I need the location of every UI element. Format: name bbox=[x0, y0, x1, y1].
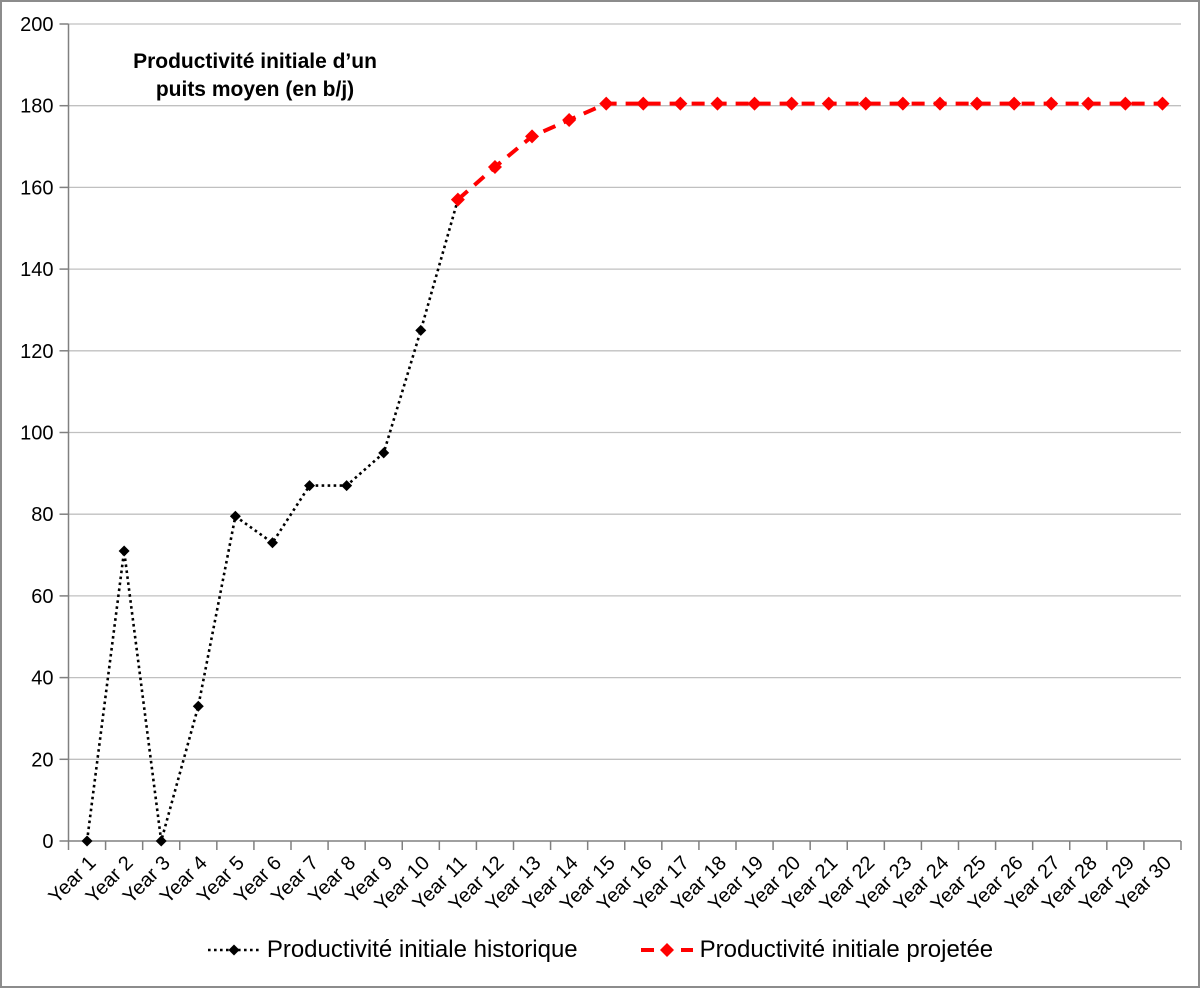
diamond-marker-icon bbox=[636, 96, 651, 111]
diamond-marker-icon bbox=[378, 447, 390, 459]
diamond-marker-icon bbox=[659, 943, 674, 957]
diamond-marker-icon bbox=[450, 192, 465, 207]
diamond-marker-icon bbox=[228, 944, 240, 956]
diamond-marker-icon bbox=[415, 324, 427, 336]
svg-text:80: 80 bbox=[31, 504, 53, 526]
diamond-marker-icon bbox=[1007, 96, 1022, 111]
legend-item-projetee: Productivité initiale projetée bbox=[640, 936, 994, 964]
diamond-marker-icon bbox=[1044, 96, 1059, 111]
svg-text:40: 40 bbox=[31, 668, 53, 690]
y-axis-labels: 0 20 40 60 80 100 120 140 160 180 200 bbox=[20, 14, 53, 853]
diamond-marker-icon bbox=[895, 96, 910, 111]
diamond-marker-icon bbox=[81, 835, 93, 847]
svg-text:0: 0 bbox=[42, 831, 53, 853]
diamond-marker-icon bbox=[525, 129, 540, 144]
diamond-marker-icon bbox=[747, 96, 762, 111]
legend-item-historique: Productivité initiale historique bbox=[207, 936, 578, 964]
diamond-marker-icon bbox=[599, 96, 614, 111]
diamond-marker-icon bbox=[710, 96, 725, 111]
diamond-marker-icon bbox=[266, 537, 278, 549]
svg-text:20: 20 bbox=[31, 749, 53, 771]
diamond-marker-icon bbox=[1081, 96, 1096, 111]
legend-swatch-historique-icon bbox=[207, 944, 260, 956]
legend-label-projetee: Productivité initiale projetée bbox=[699, 936, 994, 963]
diamond-marker-icon bbox=[784, 96, 799, 111]
svg-text:140: 140 bbox=[20, 259, 53, 281]
diamond-marker-icon bbox=[118, 545, 130, 557]
diamond-marker-icon bbox=[304, 480, 316, 492]
diamond-marker-icon bbox=[970, 96, 985, 111]
diamond-marker-icon bbox=[562, 112, 577, 127]
diamond-marker-icon bbox=[229, 510, 241, 522]
diamond-marker-icon bbox=[821, 96, 836, 111]
svg-text:120: 120 bbox=[20, 341, 53, 363]
diamond-marker-icon bbox=[487, 159, 502, 174]
diamond-marker-icon bbox=[192, 700, 204, 712]
series-projetee bbox=[450, 96, 1170, 207]
legend-swatch-projetee-icon bbox=[640, 943, 693, 957]
svg-text:60: 60 bbox=[31, 586, 53, 608]
gridlines bbox=[68, 23, 1181, 760]
diamond-marker-icon bbox=[858, 96, 873, 111]
series-historique bbox=[81, 194, 464, 847]
svg-text:160: 160 bbox=[20, 177, 53, 199]
diamond-marker-icon bbox=[1155, 96, 1170, 111]
svg-text:100: 100 bbox=[20, 423, 53, 445]
diamond-marker-icon bbox=[673, 96, 688, 111]
diamond-marker-icon bbox=[341, 480, 353, 492]
svg-text:200: 200 bbox=[20, 14, 53, 36]
legend: Productivité initiale historique Product… bbox=[2, 924, 1198, 976]
axes bbox=[59, 23, 1182, 850]
chart-title: Productivité initiale d’un puits moyen (… bbox=[133, 50, 377, 101]
diamond-marker-icon bbox=[932, 96, 947, 111]
svg-text:180: 180 bbox=[20, 96, 53, 118]
diamond-marker-icon bbox=[155, 835, 167, 847]
diamond-marker-icon bbox=[1118, 96, 1133, 111]
legend-label-historique: Productivité initiale historique bbox=[266, 936, 578, 963]
